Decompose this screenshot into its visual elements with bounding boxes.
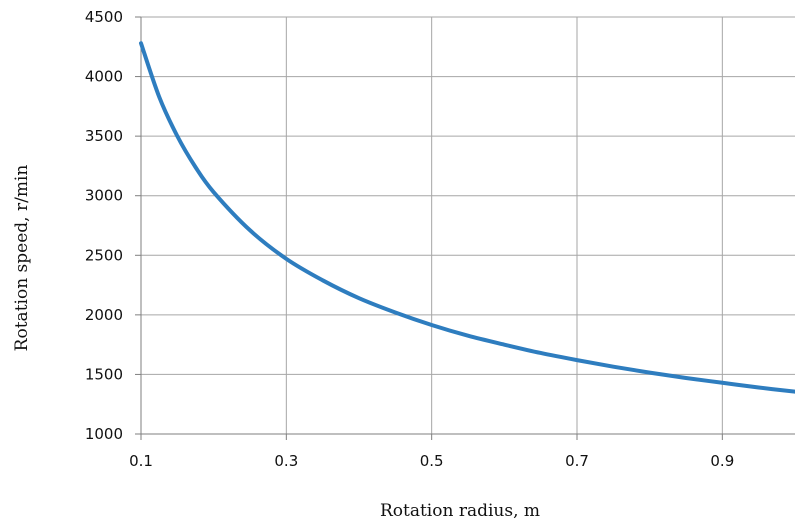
x-tick-label: 0.3 xyxy=(274,452,298,470)
y-tick-label: 4000 xyxy=(85,68,123,86)
y-tick-label: 2000 xyxy=(85,306,123,324)
x-tick-label: 0.1 xyxy=(129,452,153,470)
grid xyxy=(140,16,795,435)
y-tick-label: 1500 xyxy=(85,365,123,383)
y-tick-label: 3000 xyxy=(85,187,123,205)
x-tick-label: 0.9 xyxy=(710,452,734,470)
x-axis-title: Rotation radius, m xyxy=(380,501,540,521)
y-tick-label: 1000 xyxy=(85,425,123,443)
y-tick-label: 4500 xyxy=(85,8,123,26)
series-line xyxy=(139,41,795,394)
y-tick-label: 2500 xyxy=(85,246,123,264)
series-layer xyxy=(139,41,795,394)
y-axis-title: Rotation speed, r/min xyxy=(12,165,32,352)
axes xyxy=(135,16,795,440)
tick-labels: 1000 1500 2000 2500 3000 3500 4000 4500 0.1 0.3 0.… xyxy=(85,8,734,470)
y-tick-label: 3500 xyxy=(85,127,123,145)
x-tick-label: 0.7 xyxy=(565,452,589,470)
x-tick-label: 0.5 xyxy=(420,452,444,470)
